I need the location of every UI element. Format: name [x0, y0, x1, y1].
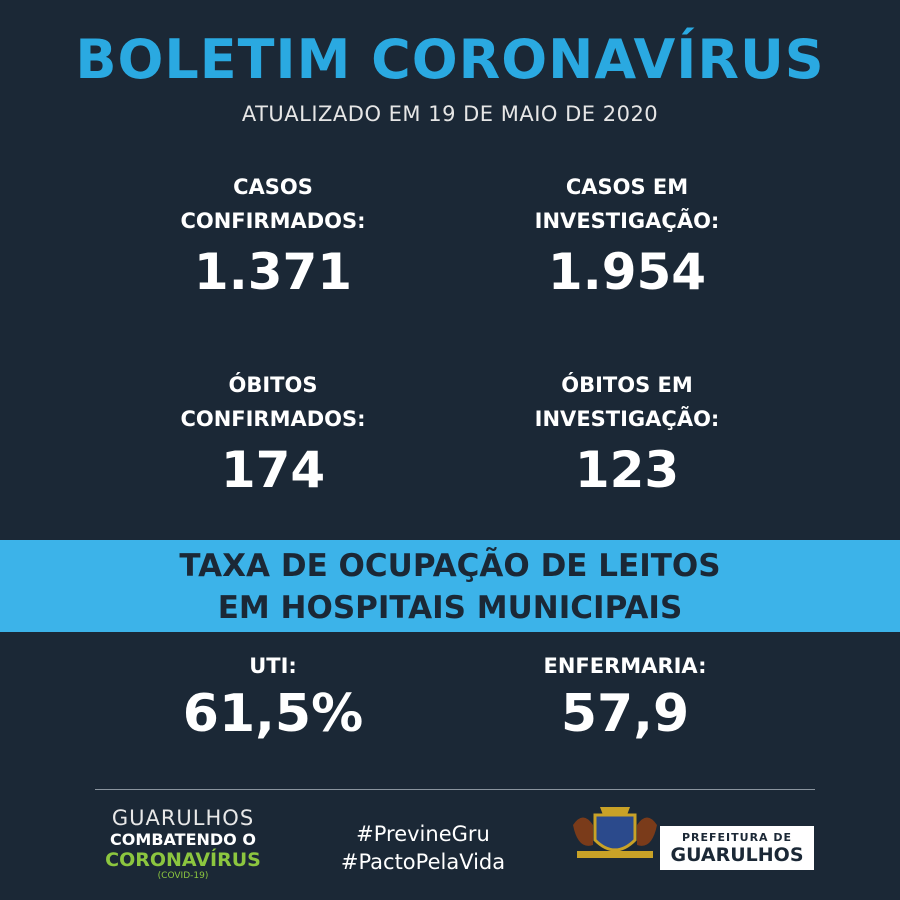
occupancy-value: 57,9 — [560, 684, 690, 744]
stat-value: 1.954 — [547, 243, 707, 301]
stat-value: 123 — [574, 441, 680, 499]
campaign-text: GUARULHOS — [111, 806, 255, 830]
stat-label: CASOS EM — [565, 175, 689, 199]
supporter — [637, 817, 657, 846]
shield — [593, 813, 637, 852]
hashtag: #PrevineGru — [356, 822, 490, 846]
logo-text: PREFEITURA DE — [681, 831, 793, 844]
prefeitura-logo: PREFEITURA DE GUARULHOS — [660, 826, 814, 870]
campaign-text: COMBATENDO O — [110, 830, 256, 849]
occupancy-card: ENFERMARIA: 57,9 — [470, 654, 780, 744]
stat-label: CONFIRMADOS: — [180, 209, 366, 233]
coat-of-arms — [573, 807, 657, 858]
stat-card: ÓBITOS CONFIRMADOS: 174 — [108, 368, 438, 502]
logo-text: GUARULHOS — [670, 844, 804, 866]
campaign-logo: GUARULHOS COMBATENDO O CORONAVÍRUS (COVI… — [88, 806, 278, 881]
occupancy-card: UTI: 61,5% — [118, 654, 428, 744]
divider — [95, 789, 815, 790]
hashtags: #PrevineGru #PactoPelaVida — [318, 820, 528, 876]
supporter — [573, 817, 593, 846]
campaign-text: CORONAVÍRUS — [105, 849, 261, 871]
stat-value: 1.371 — [193, 243, 353, 301]
stat-label: ÓBITOS EM — [561, 373, 693, 397]
subtitle: ATUALIZADO EM 19 DE MAIO DE 2020 — [241, 102, 659, 126]
stat-label: INVESTIGAÇÃO: — [534, 407, 720, 431]
banner: TAXA DE OCUPAÇÃO DE LEITOS EM HOSPITAIS … — [0, 540, 900, 632]
stat-value: 174 — [220, 441, 326, 499]
stat-card: CASOS CONFIRMADOS: 1.371 — [108, 170, 438, 304]
stat-card: ÓBITOS EM INVESTIGAÇÃO: 123 — [462, 368, 792, 502]
title: BOLETIM CORONAVÍRUS — [75, 28, 825, 91]
occupancy-value: 61,5% — [182, 684, 364, 744]
occupancy-label: UTI: — [249, 654, 297, 678]
campaign-text: (COVID-19) — [157, 871, 209, 881]
ribbon — [577, 851, 653, 858]
hashtag: #PactoPelaVida — [340, 850, 506, 874]
crown — [600, 807, 630, 815]
banner-line: EM HOSPITAIS MUNICIPAIS — [217, 590, 683, 626]
stat-label: INVESTIGAÇÃO: — [534, 209, 720, 233]
stat-card: CASOS EM INVESTIGAÇÃO: 1.954 — [462, 170, 792, 304]
stat-label: ÓBITOS — [228, 373, 318, 397]
stat-label: CONFIRMADOS: — [180, 407, 366, 431]
banner-line: TAXA DE OCUPAÇÃO DE LEITOS — [179, 548, 721, 584]
occupancy-label: ENFERMARIA: — [543, 654, 707, 678]
stat-label: CASOS — [233, 175, 313, 199]
